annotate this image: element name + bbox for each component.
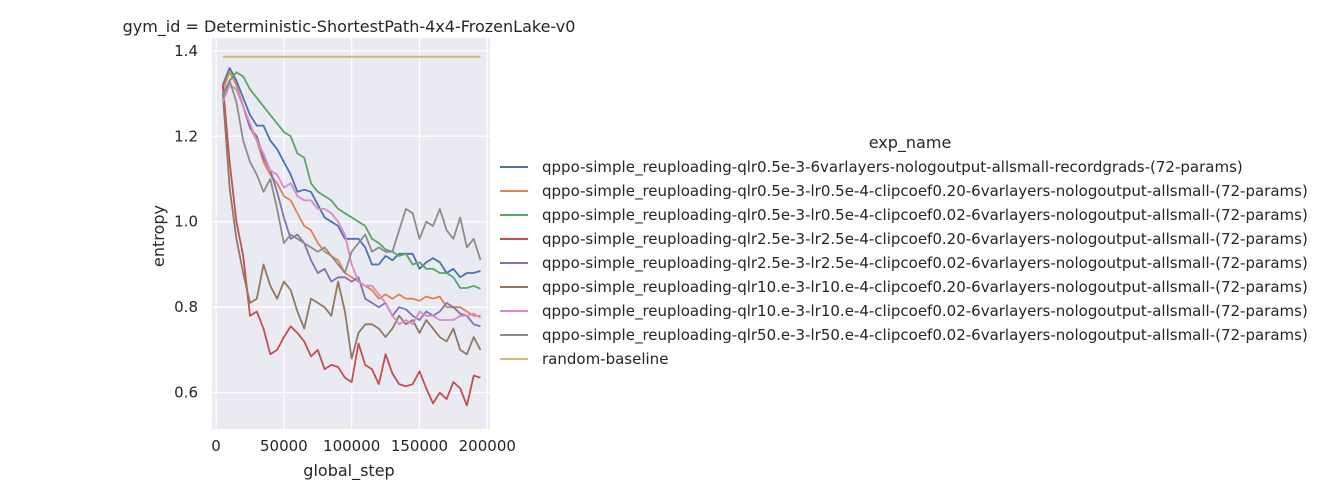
legend: qppo-simple_reuploading-qlr0.5e-3-6varla…: [500, 158, 1308, 368]
y-tick-label: 1.0: [174, 213, 198, 231]
x-tick-label: 200000: [459, 437, 516, 455]
series-line: [221, 84, 481, 326]
x-axis-label: global_step: [303, 461, 394, 481]
series-line: [221, 71, 481, 317]
chart-title: gym_id = Deterministic-ShortestPath-4x4-…: [123, 17, 576, 37]
series-line: [221, 84, 481, 407]
y-tick-label: 0.8: [174, 298, 198, 316]
series-line: [222, 84, 481, 328]
y-axis-label: entropy: [149, 205, 168, 267]
x-tick-label: 50000: [260, 437, 308, 455]
series-line: [221, 93, 482, 360]
y-tick-label: 1.4: [174, 42, 198, 60]
legend-entry: qppo-simple_reuploading-qlr0.5e-3-lr0.5e…: [542, 206, 1308, 225]
legend-entry: qppo-simple_reuploading-qlr2.5e-3-lr2.5e…: [542, 254, 1308, 273]
series-lines: [221, 55, 482, 407]
plot-area: [212, 38, 490, 429]
y-tick-labels: 0.6 0.8 1.0 1.2 1.4: [174, 42, 198, 402]
legend-entry: qppo-simple_reuploading-qlr10.e-3-lr10.e…: [542, 302, 1308, 321]
series-line: [221, 67, 481, 279]
legend-entry: qppo-simple_reuploading-qlr2.5e-3-lr2.5e…: [542, 230, 1308, 249]
legend-entry: qppo-simple_reuploading-qlr10.e-3-lr10.e…: [542, 278, 1308, 297]
legend-title: exp_name: [869, 133, 952, 153]
x-tick-label: 0: [211, 437, 221, 455]
x-tick-labels: 0 50000 100000 150000 200000: [211, 437, 516, 455]
y-tick-label: 0.6: [174, 384, 198, 402]
legend-entry: qppo-simple_reuploading-qlr0.5e-3-lr0.5e…: [542, 182, 1308, 201]
y-tick-label: 1.2: [174, 127, 198, 145]
legend-entry: qppo-simple_reuploading-qlr0.5e-3-6varla…: [542, 158, 1243, 177]
legend-entry: random-baseline: [542, 350, 668, 368]
series-line: [222, 71, 481, 290]
x-tick-label: 150000: [391, 437, 448, 455]
legend-entry: qppo-simple_reuploading-qlr50.e-3-lr50.e…: [542, 326, 1308, 345]
x-tick-label: 100000: [323, 437, 380, 455]
series-line: [221, 79, 482, 274]
